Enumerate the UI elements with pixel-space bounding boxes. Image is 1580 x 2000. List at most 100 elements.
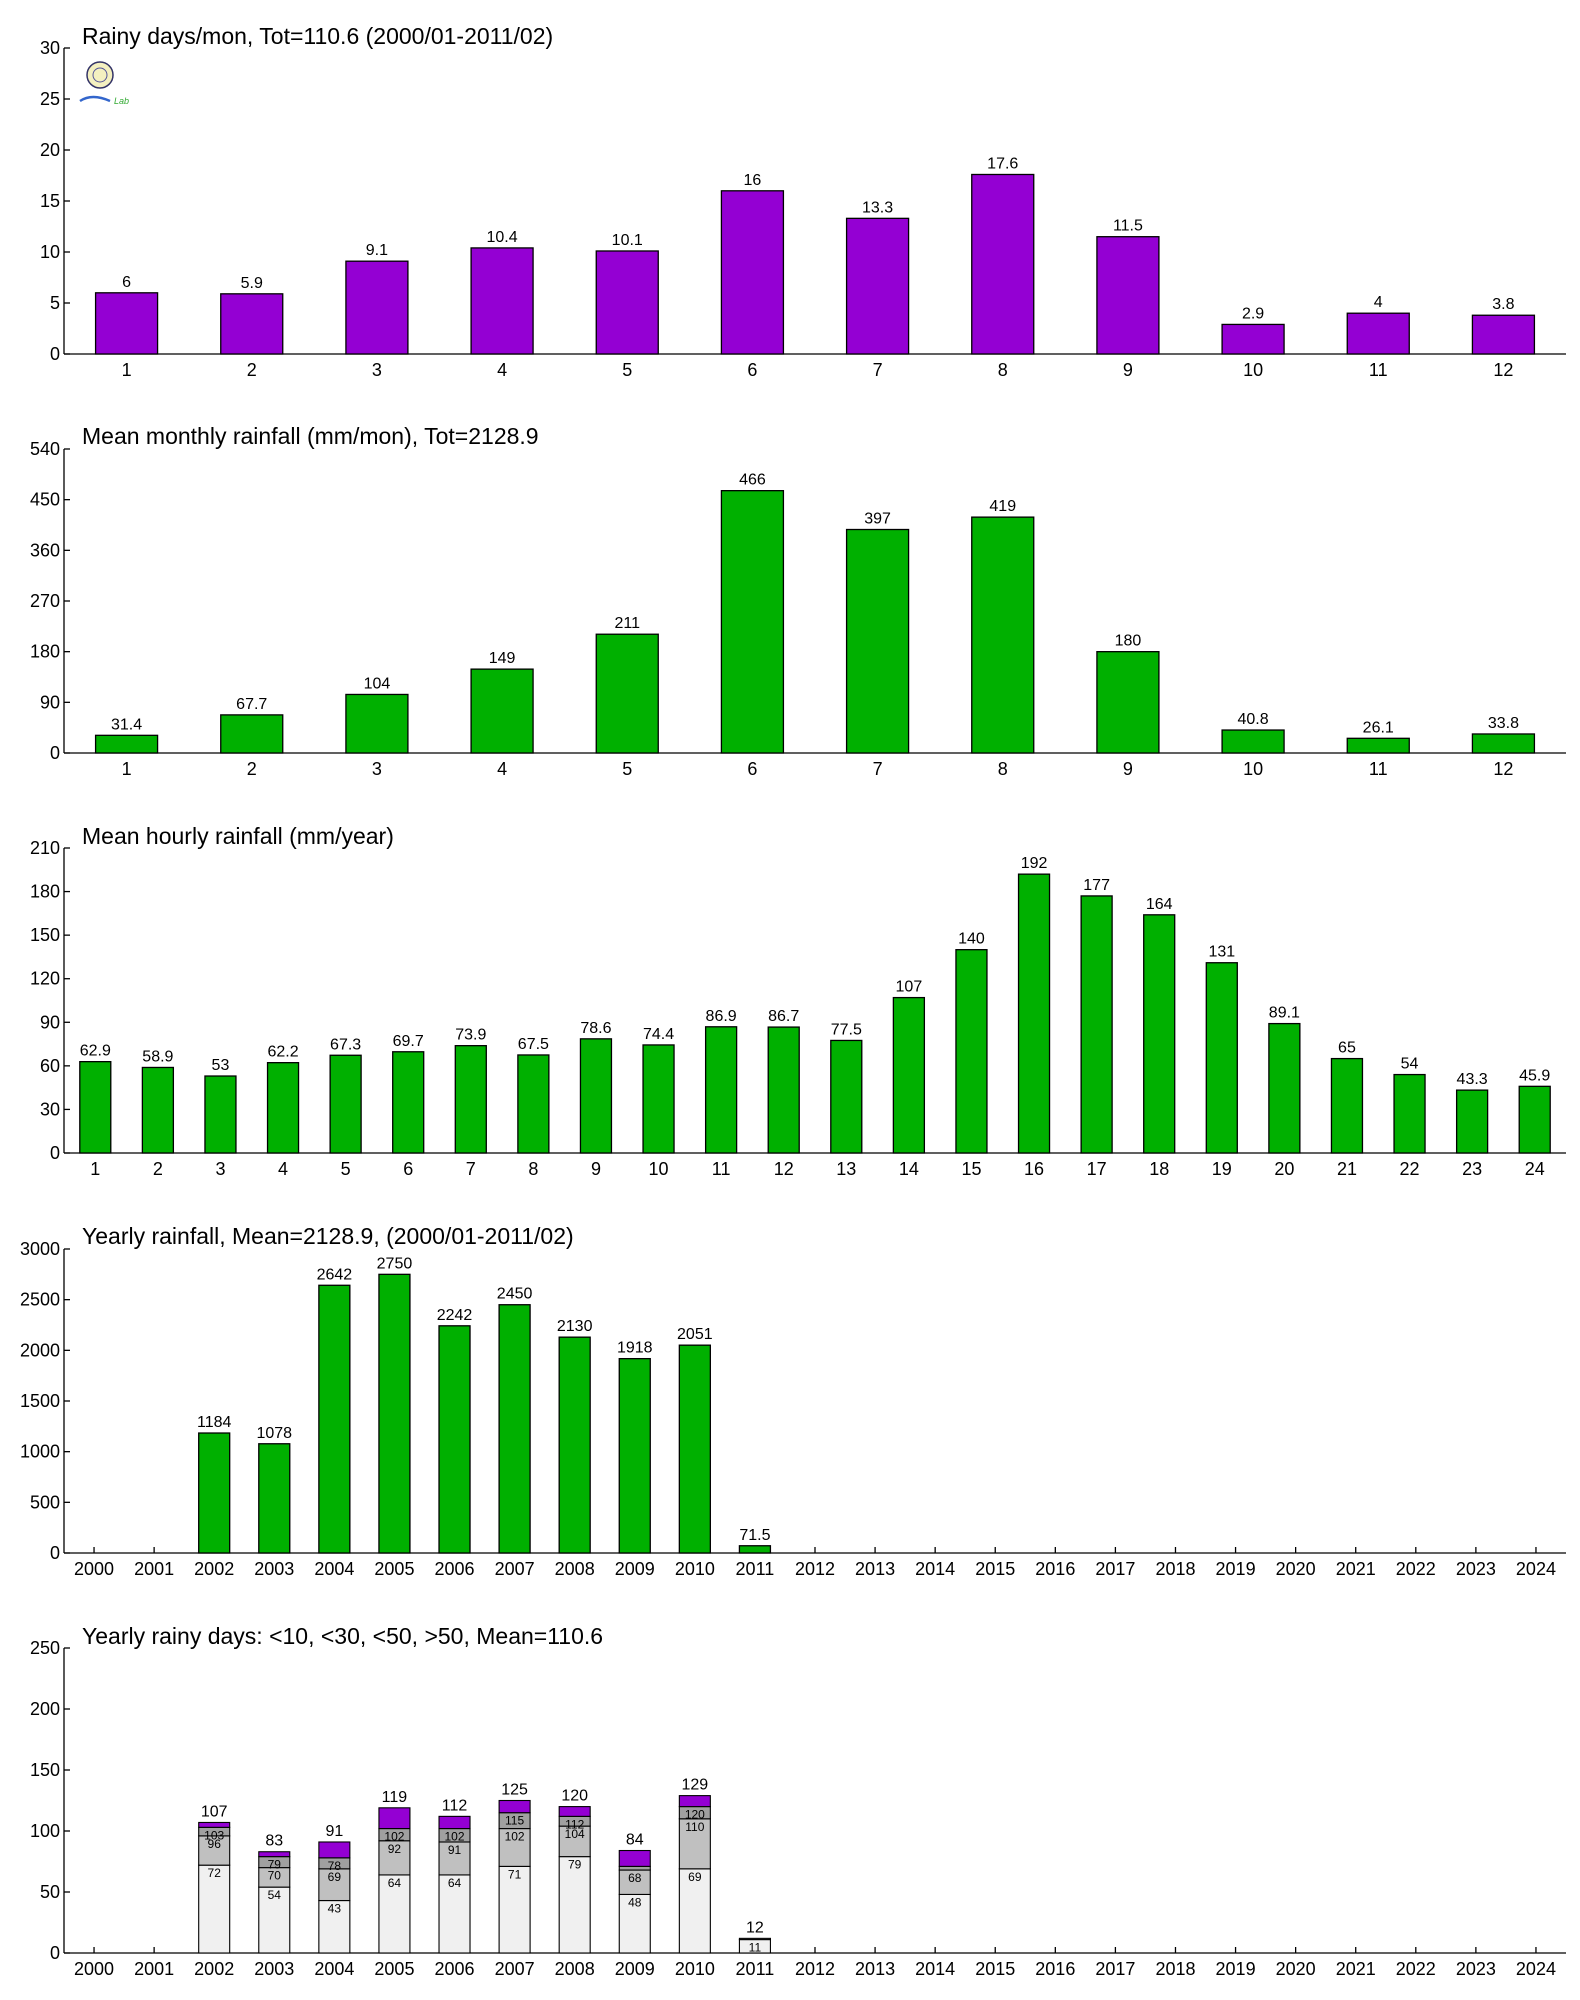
bar: [329, 1054, 362, 1154]
x-tick-label: 2: [153, 1159, 163, 1179]
y-tick-label: 180: [30, 642, 60, 662]
chart-title: Rainy days/mon, Tot=110.6 (2000/01-2011/…: [82, 23, 553, 49]
stack-total-label: 91: [325, 1823, 343, 1840]
x-tick-label: 4: [497, 360, 507, 380]
x-tick-label: 2006: [434, 1959, 474, 1979]
segment-value-label: 43: [328, 1902, 342, 1916]
stack-total-label: 125: [501, 1782, 528, 1799]
stack-total-label: 120: [561, 1788, 588, 1805]
x-tick-label: 2005: [374, 1959, 414, 1979]
x-tick-label: 2008: [555, 1559, 595, 1579]
bar-value-label: 4: [1374, 294, 1383, 311]
x-tick-label: 2020: [1276, 1959, 1316, 1979]
bar: [595, 250, 659, 355]
bar-value-label: 54: [1401, 1056, 1419, 1073]
bar-value-label: 140: [958, 931, 985, 948]
chart-panel-4: Yearly rainfall, Mean=2128.9, (2000/01-2…: [20, 1223, 1566, 1579]
chart-title: Yearly rainfall, Mean=2128.9, (2000/01-2…: [82, 1223, 574, 1249]
stacked-segment: [318, 1868, 351, 1902]
bar-value-label: 466: [739, 472, 766, 489]
bar-value-label: 71.5: [739, 1527, 770, 1544]
x-tick-label: 2014: [915, 1959, 955, 1979]
x-tick-label: 2023: [1456, 1959, 1496, 1979]
chart-panel-1: Rainy days/mon, Tot=110.6 (2000/01-2011/…: [40, 23, 1566, 380]
stacked-segment: [618, 1849, 651, 1867]
bar: [767, 1026, 800, 1154]
bar: [642, 1044, 675, 1154]
x-tick-label: 2001: [134, 1559, 174, 1579]
bar-value-label: 62.9: [80, 1043, 111, 1060]
y-tick-label: 10: [40, 242, 60, 262]
y-tick-label: 210: [30, 838, 60, 858]
bar-value-label: 9.1: [366, 242, 388, 259]
seal-icon: [86, 61, 114, 89]
bar-value-label: 40.8: [1238, 711, 1269, 728]
bar-value-label: 45.9: [1519, 1067, 1550, 1084]
stack-total-label: 84: [626, 1832, 644, 1849]
chart-title: Mean hourly rainfall (mm/year): [82, 823, 394, 849]
bar: [720, 190, 785, 355]
segment-value-label: 91: [448, 1843, 462, 1857]
stacked-segment: [378, 1874, 411, 1954]
x-tick-label: 2010: [675, 1959, 715, 1979]
x-tick-label: 4: [278, 1159, 288, 1179]
x-tick-label: 2: [247, 360, 257, 380]
bar: [595, 633, 659, 754]
segment-value-label: 71: [508, 1867, 522, 1881]
segment-value-label: 54: [268, 1888, 282, 1902]
stack-total-label: 129: [681, 1777, 708, 1794]
segment-value-label: 96: [208, 1837, 222, 1851]
stack-total-label: 83: [265, 1833, 283, 1850]
bar: [378, 1273, 411, 1554]
segment-value-label: 72: [208, 1866, 222, 1880]
x-tick-label: 2022: [1396, 1559, 1436, 1579]
segment-value-label: 102: [445, 1830, 465, 1844]
x-tick-label: 9: [1123, 360, 1133, 380]
bar: [1268, 1022, 1301, 1154]
seal-inner-ring: [92, 67, 108, 83]
bar: [738, 1545, 772, 1554]
bar: [971, 516, 1035, 754]
stacked-segment: [678, 1868, 711, 1954]
x-tick-label: 5: [622, 360, 632, 380]
bar: [470, 668, 534, 754]
bar: [1096, 651, 1160, 754]
bar: [1455, 1089, 1489, 1154]
bar: [204, 1075, 237, 1154]
stacked-segment: [318, 1899, 351, 1954]
x-tick-label: 2007: [495, 1959, 535, 1979]
bar: [438, 1325, 471, 1554]
bar: [1346, 312, 1410, 355]
bar-value-label: 33.8: [1488, 715, 1519, 732]
bar: [845, 217, 910, 355]
bar: [220, 293, 284, 355]
x-tick-label: 2003: [254, 1559, 294, 1579]
bar: [704, 1026, 738, 1154]
segment-value-label: 69: [688, 1870, 702, 1884]
bar-value-label: 11.5: [1113, 218, 1143, 235]
segment-value-label: 64: [388, 1876, 402, 1890]
bar: [454, 1045, 487, 1154]
bar-value-label: 26.1: [1363, 719, 1394, 736]
stacked-segment: [558, 1856, 591, 1954]
chart-panel-3: Mean hourly rainfall (mm/year)0306090120…: [30, 823, 1566, 1179]
bar-value-label: 86.7: [768, 1008, 799, 1025]
x-tick-label: 2004: [314, 1959, 354, 1979]
x-tick-label: 2005: [374, 1559, 414, 1579]
y-tick-label: 0: [50, 1543, 60, 1563]
bar-value-label: 77.5: [831, 1021, 862, 1038]
chart-title: Yearly rainy days: <10, <30, <50, >50, M…: [82, 1623, 603, 1649]
bar: [971, 173, 1035, 355]
bar-value-label: 73.9: [455, 1027, 486, 1044]
x-tick-label: 11: [712, 1159, 731, 1179]
x-tick-label: 6: [747, 360, 757, 380]
segment-value-label: 70: [268, 1869, 282, 1883]
x-tick-label: 2000: [74, 1959, 114, 1979]
bar-value-label: 86.9: [706, 1008, 737, 1025]
stacked-segment: [678, 1795, 711, 1808]
bar-value-label: 53: [212, 1057, 230, 1074]
y-tick-label: 3000: [20, 1239, 60, 1259]
bar: [1471, 314, 1536, 355]
y-tick-label: 1500: [20, 1391, 60, 1411]
stack-total-label: 12: [746, 1919, 764, 1936]
